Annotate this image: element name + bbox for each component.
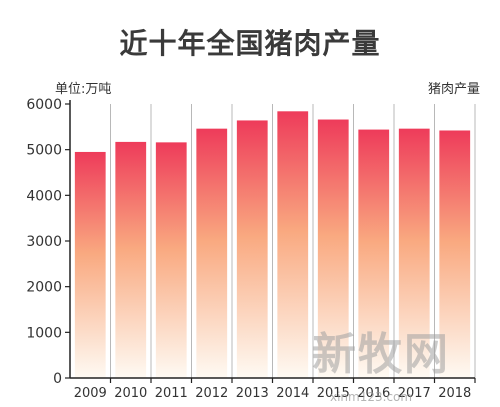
watermark-logo: 新牧网 bbox=[312, 329, 450, 380]
x-tick-label: 2010 bbox=[114, 386, 147, 401]
x-tick-label: 2012 bbox=[195, 386, 228, 401]
bar-2013 bbox=[236, 120, 268, 378]
x-tick-label: 2015 bbox=[317, 386, 350, 401]
y-tick-label: 4000 bbox=[26, 188, 62, 204]
bar-2014 bbox=[277, 111, 309, 378]
y-tick-label: 3000 bbox=[26, 234, 62, 250]
bar-2010 bbox=[115, 141, 147, 378]
y-tick-label: 0 bbox=[53, 371, 62, 387]
x-tick-label: 2009 bbox=[74, 386, 107, 401]
x-tick-label: 2013 bbox=[236, 386, 269, 401]
x-tick-label: 2011 bbox=[155, 386, 188, 401]
y-tick-label: 2000 bbox=[26, 280, 62, 296]
bar-2018 bbox=[439, 130, 471, 378]
bar-2017 bbox=[398, 128, 430, 378]
bar-2012 bbox=[196, 128, 228, 378]
bar-2015 bbox=[317, 119, 349, 378]
bar-2009 bbox=[74, 151, 106, 378]
legend-label: 猪肉产量 bbox=[427, 82, 480, 97]
unit-label: 单位:万吨 bbox=[55, 82, 112, 97]
bar-2011 bbox=[155, 142, 187, 378]
x-tick-label: 2018 bbox=[438, 386, 471, 401]
chart-title: 近十年全国猪肉产量 bbox=[119, 27, 381, 60]
x-tick-label: 2016 bbox=[357, 386, 390, 401]
y-tick-label: 5000 bbox=[26, 143, 62, 159]
y-tick-label: 1000 bbox=[26, 325, 62, 341]
watermark-url: xinm123.com bbox=[330, 390, 413, 404]
bar-2016 bbox=[358, 129, 390, 378]
x-tick-label: 2017 bbox=[398, 386, 431, 401]
y-tick-label: 6000 bbox=[26, 97, 62, 113]
x-tick-label: 2014 bbox=[276, 386, 309, 401]
